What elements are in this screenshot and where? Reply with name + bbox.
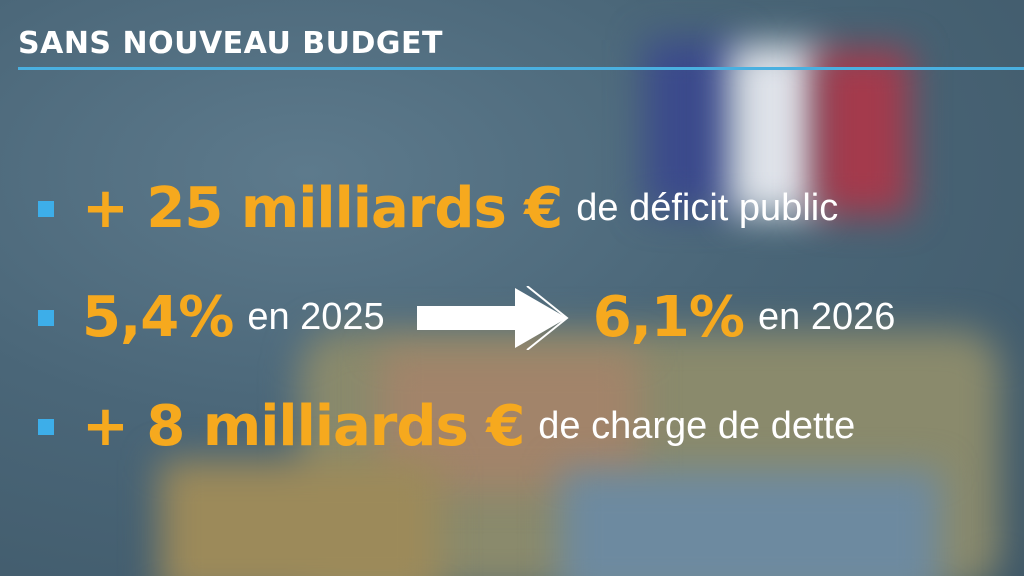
debt-amount: + 8 milliards € bbox=[82, 394, 525, 459]
list-item-deficit: + 25 milliards € de déficit public bbox=[38, 176, 838, 241]
bullet-icon bbox=[38, 418, 54, 435]
rate-2026-value: 6,1% bbox=[592, 285, 745, 350]
deficit-amount: + 25 milliards € bbox=[82, 176, 563, 241]
flag-white-stripe bbox=[730, 45, 820, 215]
banknote-20 bbox=[560, 470, 940, 576]
title-underline bbox=[18, 67, 1024, 70]
debt-label: de charge de dette bbox=[538, 405, 856, 447]
banknote-yellow bbox=[160, 460, 440, 576]
arrow-right-icon bbox=[416, 285, 569, 350]
page-title: SANS NOUVEAU BUDGET bbox=[18, 26, 443, 61]
list-item-rate: 5,4% en 2025 6,1% en 2026 bbox=[38, 285, 895, 350]
rate-2026-label: en 2026 bbox=[758, 296, 896, 338]
rate-2025-label: en 2025 bbox=[247, 296, 385, 338]
list-item-debt: + 8 milliards € de charge de dette bbox=[38, 394, 855, 459]
deficit-label: de déficit public bbox=[576, 187, 839, 229]
bullet-icon bbox=[38, 200, 54, 217]
rate-2025-value: 5,4% bbox=[82, 285, 234, 350]
bullet-icon bbox=[38, 309, 54, 326]
flag-red-stripe bbox=[815, 50, 910, 215]
